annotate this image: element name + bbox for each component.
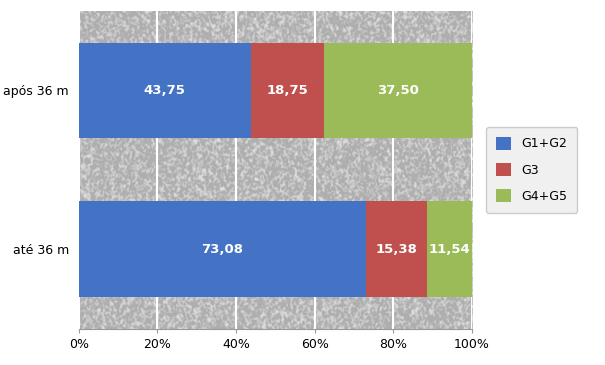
- Bar: [427, 201, 472, 297]
- Bar: [79, 201, 366, 297]
- Legend: G1+G2, G3, G4+G5: G1+G2, G3, G4+G5: [486, 127, 577, 213]
- Bar: [79, 43, 250, 138]
- Text: 11,54: 11,54: [428, 243, 470, 256]
- Text: 37,50: 37,50: [378, 84, 419, 97]
- Text: 18,75: 18,75: [267, 84, 309, 97]
- Bar: [324, 43, 472, 138]
- Text: 15,38: 15,38: [375, 243, 417, 256]
- Bar: [250, 43, 324, 138]
- Text: 73,08: 73,08: [201, 243, 243, 256]
- Bar: [366, 201, 427, 297]
- Text: 43,75: 43,75: [144, 84, 186, 97]
